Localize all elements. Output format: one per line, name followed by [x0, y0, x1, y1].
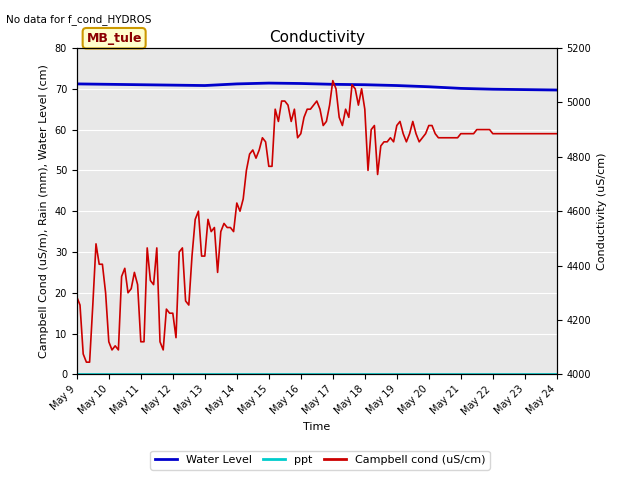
Y-axis label: Conductivity (uS/cm): Conductivity (uS/cm) — [597, 153, 607, 270]
X-axis label: Time: Time — [303, 422, 330, 432]
Text: MB_tule: MB_tule — [86, 32, 142, 45]
Text: No data for f_cond_HYDROS: No data for f_cond_HYDROS — [6, 14, 152, 25]
Legend: Water Level, ppt, Campbell cond (uS/cm): Water Level, ppt, Campbell cond (uS/cm) — [150, 451, 490, 469]
Title: Conductivity: Conductivity — [269, 30, 365, 46]
Y-axis label: Campbell Cond (uS/m), Rain (mm), Water Level (cm): Campbell Cond (uS/m), Rain (mm), Water L… — [39, 64, 49, 358]
